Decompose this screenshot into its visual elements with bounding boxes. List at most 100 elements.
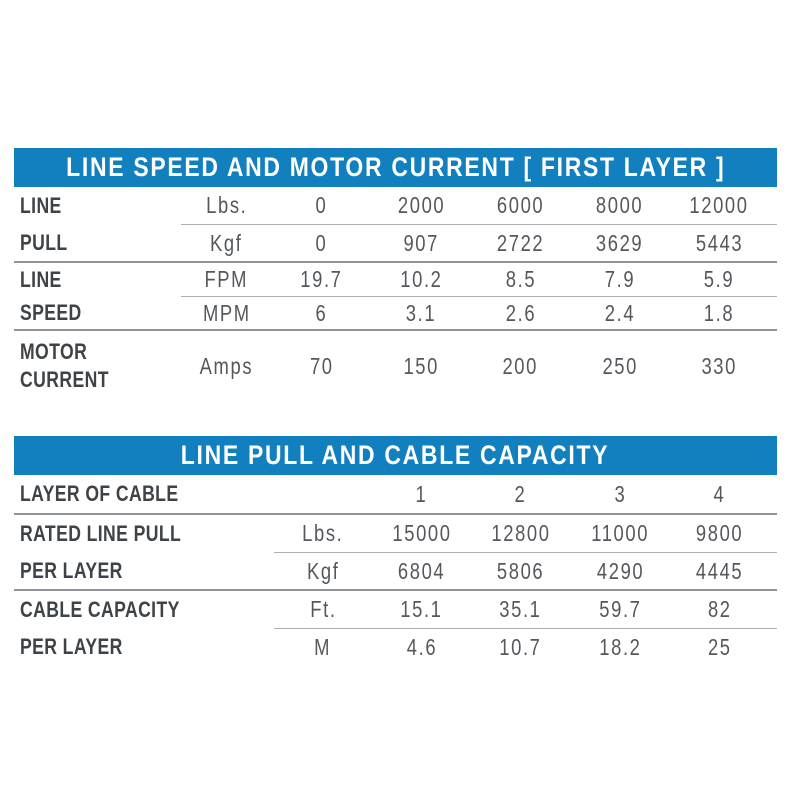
value-text: 12000: [689, 192, 749, 218]
value-text: 150: [403, 352, 439, 379]
row-group: MOTOR CURRENT Amps 70 150 200 250 330: [14, 331, 777, 401]
value-cell: 59.7: [571, 596, 670, 623]
value-cell: 2.4: [570, 300, 669, 327]
value-text: 4.6: [406, 633, 437, 660]
value-cell: 11000: [571, 520, 670, 547]
value-cell: 2000: [371, 192, 470, 219]
value-cell: 82: [670, 596, 769, 623]
value-text: 8000: [596, 192, 644, 218]
unit-cell: M: [274, 634, 372, 661]
row-group: LINE SPEED FPM 19.7 10.2 8.5 7.9 5.9 MPM 6 3.1 2.6 2…: [14, 263, 777, 331]
value-cell: 10.7: [471, 634, 570, 661]
label-text: LAYER OF CABLE: [20, 481, 179, 506]
value-cell: 0: [272, 192, 371, 219]
value-cell: 907: [371, 230, 470, 257]
value-text: 0: [315, 229, 328, 256]
label-text: CURRENT: [20, 367, 109, 392]
value-text: 59.7: [599, 596, 642, 622]
value-cell: 4.6: [372, 634, 471, 661]
table-row: Kgf 0 907 2722 3629 5443: [181, 224, 777, 261]
label-line: PULL: [20, 224, 181, 261]
unit-cell: MPM: [181, 300, 272, 327]
value-text: 2722: [496, 229, 545, 256]
row-group-data: Lbs. 15000 12800 11000 9800 Kgf 6804 5806 4290 44…: [274, 515, 777, 589]
row-group-label: LAYER OF CABLE: [14, 475, 274, 513]
value-cell: 8.5: [471, 266, 570, 293]
value-text: 1.8: [704, 299, 735, 326]
unit-text: Kgf: [210, 229, 243, 256]
label-text: PULL: [20, 229, 68, 255]
value-cell: 6: [272, 300, 371, 327]
unit-text: Ft.: [309, 596, 337, 622]
value-text: 8.5: [505, 266, 536, 292]
value-cell: 5.9: [670, 266, 769, 293]
unit-text: Lbs.: [302, 520, 344, 546]
value-text: 12800: [491, 520, 551, 546]
line-pull-cable-capacity-table: LINE PULL AND CABLE CAPACITY LAYER OF CA…: [14, 436, 777, 665]
value-cell: 1: [372, 481, 471, 508]
value-text: 15.1: [400, 596, 443, 622]
table-row: M 4.6 10.7 18.2 25: [274, 628, 777, 665]
row-group-data: Amps 70 150 200 250 330: [181, 331, 777, 401]
unit-cell: Amps: [181, 353, 272, 380]
row-group-data: FPM 19.7 10.2 8.5 7.9 5.9 MPM 6 3.1 2.6 2.4 1.8: [181, 263, 777, 329]
value-cell: 330: [670, 353, 769, 380]
value-text: 4: [713, 480, 726, 507]
value-text: 3: [614, 480, 627, 507]
value-text: 6000: [496, 192, 545, 218]
label-text: RATED LINE PULL: [20, 520, 182, 546]
value-cell: 2: [471, 481, 570, 508]
label-line: PER LAYER: [20, 552, 274, 589]
label-line: CABLE CAPACITY: [20, 591, 274, 628]
row-group-label: LINE PULL: [14, 187, 181, 261]
unit-text: Kgf: [306, 557, 340, 584]
label-text: PER LAYER: [20, 633, 123, 659]
row-group-data: Lbs. 0 2000 6000 8000 12000 Kgf 0 907 2722 3629 544…: [181, 187, 777, 261]
value-text: 6804: [397, 557, 446, 584]
cable-capacity-title: LINE PULL AND CABLE CAPACITY: [181, 440, 610, 470]
row-group-data: Ft. 15.1 35.1 59.7 82 M 4.6 10.7 18.2 25: [274, 591, 777, 665]
row-group: LINE PULL Lbs. 0 2000 6000 8000 12000 Kgf 0 907 272…: [14, 187, 777, 263]
value-text: 5.9: [704, 266, 735, 292]
value-cell: 35.1: [471, 596, 570, 623]
value-cell: 25: [670, 634, 769, 661]
unit-cell: [274, 485, 372, 503]
row-group-data: 1 2 3 4: [274, 475, 777, 513]
value-cell: 200: [471, 353, 570, 380]
value-text: 5806: [497, 557, 545, 584]
label-line: CURRENT: [20, 366, 181, 394]
value-cell: 4290: [571, 558, 670, 585]
value-cell: 5806: [471, 558, 570, 585]
line-speed-title-bar: LINE SPEED AND MOTOR CURRENT [ FIRST LAY…: [14, 148, 777, 187]
value-text: 2: [514, 480, 527, 507]
value-cell: 70: [272, 353, 371, 380]
line-speed-motor-current-table: LINE SPEED AND MOTOR CURRENT [ FIRST LAY…: [14, 148, 777, 401]
value-cell: 12800: [471, 520, 570, 547]
value-cell: 12000: [670, 192, 769, 219]
label-text: LINE: [20, 192, 62, 218]
value-text: 15000: [392, 520, 452, 546]
value-text: 10.2: [399, 266, 443, 292]
value-text: 250: [602, 352, 638, 379]
value-cell: 3.1: [371, 300, 470, 327]
value-cell: 7.9: [570, 266, 669, 293]
value-text: 25: [707, 633, 732, 660]
label-line: LINE: [20, 263, 181, 296]
row-group-label: RATED LINE PULL PER LAYER: [14, 515, 274, 589]
label-line: RATED LINE PULL: [20, 515, 274, 552]
value-cell: 250: [570, 353, 669, 380]
table-row: Amps 70 150 200 250 330: [181, 331, 777, 401]
label-text: LINE: [20, 266, 62, 292]
row-group-label: CABLE CAPACITY PER LAYER: [14, 591, 274, 665]
value-text: 907: [403, 229, 439, 256]
value-cell: 19.7: [272, 266, 371, 293]
label-line: LINE: [20, 187, 181, 224]
value-text: 4445: [695, 557, 744, 584]
value-cell: 3: [571, 481, 670, 508]
label-text: SPEED: [20, 299, 82, 325]
value-cell: 9800: [670, 520, 769, 547]
value-text: 3.1: [405, 299, 437, 326]
label-line: PER LAYER: [20, 628, 274, 665]
table-row: Ft. 15.1 35.1 59.7 82: [274, 591, 777, 628]
value-text: 18.2: [599, 633, 642, 660]
